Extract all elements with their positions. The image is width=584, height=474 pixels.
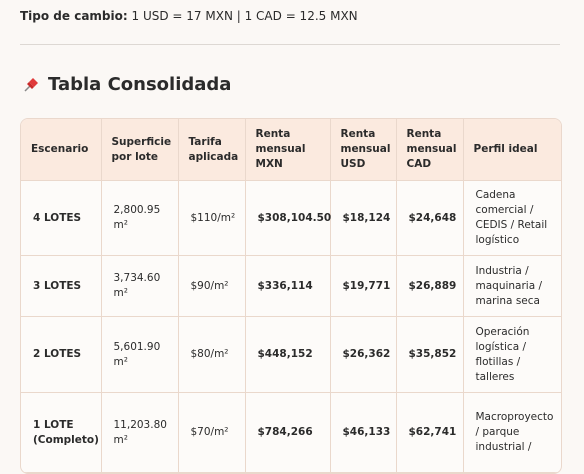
column-header: Renta mensual CAD: [396, 119, 464, 181]
table-cell: 11,203.80 m²: [101, 392, 179, 473]
heading: Tabla Consolidada: [22, 74, 231, 95]
table-cell: 4 LOTES: [21, 180, 102, 256]
table-cell: $19,771: [330, 255, 397, 317]
exchange-label: Tipo de cambio:: [20, 9, 128, 23]
table-cell: Industria / maquinaria / marina seca: [463, 255, 561, 317]
table-row: 2 LOTES 5,601.90 m² $80/m² $448,152 $26,362 $…: [21, 316, 561, 393]
table-cell: $26,362: [330, 316, 397, 393]
column-header: Escenario: [21, 119, 102, 181]
column-header: Superficie por lote: [101, 119, 179, 181]
table-cell: Operación logística / flotillas / taller…: [463, 316, 561, 393]
table-cell: $18,124: [330, 180, 397, 256]
exchange-rate: Tipo de cambio: 1 USD = 17 MXN | 1 CAD =…: [20, 9, 358, 23]
column-header: Perfil ideal: [463, 119, 561, 181]
table-cell: 2,800.95 m²: [101, 180, 179, 256]
table-cell: $62,741: [396, 392, 464, 473]
table-row: 1 LOTE (Completo) 11,203.80 m² $70/m² $784,…: [21, 392, 561, 473]
table-cell: $448,152: [245, 316, 331, 393]
table-cell: $90/m²: [178, 255, 246, 317]
table-cell: $35,852: [396, 316, 464, 393]
table-cell: 2 LOTES: [21, 316, 102, 393]
table-cell: $336,114: [245, 255, 331, 317]
table-row: 3 LOTES 3,734.60 m² $90/m² $336,114 $19,771 $…: [21, 255, 561, 317]
column-header: Renta mensual MXN: [245, 119, 331, 181]
table-cell: 3,734.60 m²: [101, 255, 179, 317]
pin-icon: [24, 77, 38, 92]
table-container: Escenario Superficie por lote Tarifa aplic…: [20, 118, 562, 474]
table-cell: $784,266: [245, 392, 331, 473]
table-cell: $70/m²: [178, 392, 246, 473]
column-header: Renta mensual USD: [330, 119, 397, 181]
heading-text: Tabla Consolidada: [48, 74, 232, 95]
table-cell: $24,648: [396, 180, 464, 256]
page: Tipo de cambio: 1 USD = 17 MXN | 1 CAD =…: [20, 9, 562, 474]
exchange-text: 1 USD = 17 MXN | 1 CAD = 12.5 MXN: [131, 9, 358, 23]
table-cell: $80/m²: [178, 316, 246, 393]
table-cell: $110/m²: [178, 180, 246, 256]
table-cell: $26,889: [396, 255, 464, 317]
header-row: Escenario Superficie por lote Tarifa aplic…: [21, 119, 561, 181]
table-cell: $46,133: [330, 392, 397, 473]
table-cell: 3 LOTES: [21, 255, 102, 317]
table-cell: Cadena comercial / CEDIS / Retail logíst…: [463, 180, 561, 256]
table-cell: 5,601.90 m²: [101, 316, 179, 393]
column-header: Tarifa aplicada: [178, 119, 246, 181]
table-cell: 1 LOTE (Completo): [21, 392, 102, 473]
table-cell: Macroproyecto / parque industrial /: [463, 392, 561, 473]
divider: [20, 44, 560, 45]
table-cell: $308,104.50: [245, 180, 331, 256]
table-body: 4 LOTES 2,800.95 m² $110/m² $308,104.50 $18,…: [21, 180, 561, 473]
table: Escenario Superficie por lote Tarifa aplic…: [21, 119, 561, 473]
table-row: 4 LOTES 2,800.95 m² $110/m² $308,104.50 $18,…: [21, 180, 561, 256]
